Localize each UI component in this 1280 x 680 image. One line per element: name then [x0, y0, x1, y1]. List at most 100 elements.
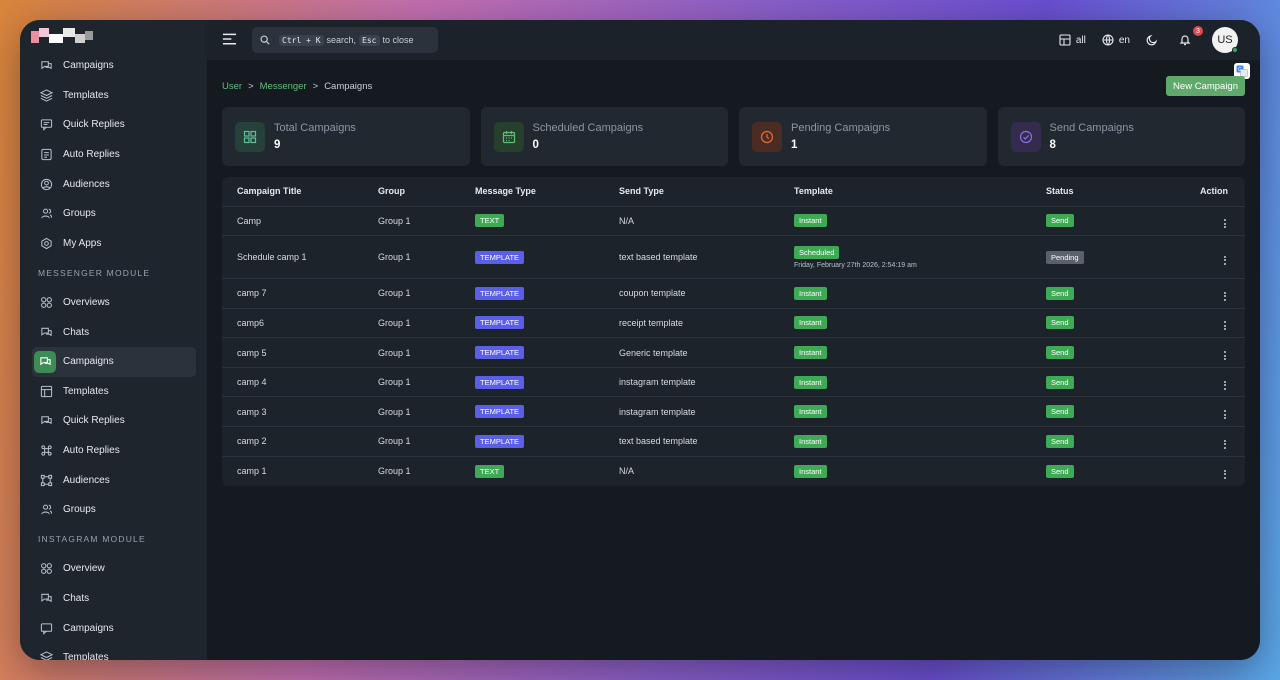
user-circle-icon: [39, 177, 53, 191]
cell-status: Pending: [1046, 235, 1166, 280]
sidebar-item-groups[interactable]: Groups: [20, 199, 196, 229]
sidebar-item-my-apps[interactable]: My Apps: [20, 229, 196, 259]
sidebar-item-chats[interactable]: Chats: [20, 584, 196, 614]
breadcrumb-user[interactable]: User: [222, 81, 243, 92]
cell-template: Instant: [794, 367, 1046, 398]
template-icon: [39, 384, 53, 398]
apps-icon: [39, 236, 53, 250]
template-badge: Instant: [794, 434, 827, 448]
cell-message-type: TEMPLATE: [475, 396, 619, 428]
template-badge: Instant: [794, 464, 827, 478]
cell-send-type: coupon template: [619, 278, 794, 309]
search-shortcut-key: Ctrl + K: [279, 34, 324, 46]
cell-status: Send: [1046, 426, 1166, 457]
breadcrumb-messenger[interactable]: Messenger: [259, 81, 307, 92]
sidebar-item-auto-replies[interactable]: Auto Replies: [20, 140, 196, 170]
cell-action: [1166, 337, 1245, 368]
more-options-icon[interactable]: [1222, 255, 1228, 265]
moon-icon: [1146, 34, 1158, 46]
cell-template: Instant: [794, 456, 1046, 486]
cell-message-type: TEMPLATE: [475, 367, 619, 398]
users-icon: [39, 503, 53, 517]
language-label: en: [1118, 34, 1130, 46]
scheduled-campaigns-card: Scheduled Campaigns 0: [480, 107, 728, 166]
menu-toggle-icon[interactable]: [222, 32, 237, 46]
table-row: camp 3 Group 1 TEMPLATE instagram templa…: [222, 396, 1245, 428]
sidebar-item-campaigns[interactable]: Campaigns: [20, 613, 196, 643]
new-campaign-button[interactable]: New Campaign: [1166, 76, 1245, 96]
main-content: Ctrl + K search, Esc to close all en: [207, 20, 1260, 660]
notifications-button[interactable]: 3: [1179, 26, 1203, 46]
more-options-icon[interactable]: [1222, 469, 1228, 479]
sidebar-item-audiences[interactable]: Audiences: [20, 169, 196, 199]
workspace-label: all: [1075, 34, 1086, 46]
layers-icon: [39, 651, 53, 660]
sidebar-item-templates[interactable]: Templates: [20, 377, 196, 407]
sidebar-item-label: Campaigns: [63, 60, 114, 72]
more-options-icon[interactable]: [1222, 351, 1228, 361]
more-options-icon[interactable]: [1222, 321, 1228, 331]
more-options-icon[interactable]: [1222, 380, 1228, 390]
sidebar-item-label: Audiences: [63, 178, 110, 190]
sidebar: Campaigns Templates Quick Replies Auto Repl…: [20, 20, 207, 660]
message-type-badge: TEMPLATE: [475, 286, 525, 300]
status-badge: Send: [1046, 464, 1074, 478]
cell-template: Instant: [794, 278, 1046, 309]
cell-group: Group 1: [378, 278, 475, 309]
workspace-switcher[interactable]: all: [1059, 34, 1086, 46]
search-icon: [260, 35, 270, 45]
sidebar-item-chats[interactable]: Chats: [20, 317, 196, 347]
sidebar-item-quick-replies[interactable]: Quick Replies: [20, 406, 196, 436]
breadcrumb-separator: >: [248, 81, 254, 92]
sidebar-item-campaigns[interactable]: Campaigns: [32, 346, 196, 377]
sidebar-item-label: Campaigns: [63, 356, 114, 368]
sidebar-item-label: Groups: [63, 504, 96, 516]
sidebar-item-quick-replies[interactable]: Quick Replies: [20, 110, 196, 140]
cell-send-type: text based template: [619, 235, 794, 280]
more-options-icon[interactable]: [1222, 291, 1228, 301]
cell-status: Send: [1046, 308, 1166, 339]
pending-campaigns-card: Pending Campaigns 1: [739, 107, 987, 166]
notification-count-badge: 3: [1193, 26, 1203, 36]
avatar-initials: US: [1217, 34, 1233, 46]
more-options-icon[interactable]: [1222, 439, 1228, 449]
cell-message-type: TEMPLATE: [475, 426, 619, 457]
cell-status: Send: [1046, 456, 1166, 486]
table-row: camp 2 Group 1 TEMPLATE text based templ…: [222, 426, 1245, 457]
calendar-icon: [493, 121, 524, 152]
more-options-icon[interactable]: [1222, 219, 1228, 229]
sidebar-item-groups[interactable]: Groups: [20, 495, 196, 525]
cell-status: Send: [1046, 278, 1166, 309]
cell-group: Group 1: [378, 235, 475, 280]
status-badge: Send: [1046, 434, 1074, 448]
sidebar-item-overview[interactable]: Overview: [20, 554, 196, 584]
sidebar-item-templates[interactable]: Templates: [20, 81, 196, 111]
sidebar-item-overviews[interactable]: Overviews: [20, 288, 196, 318]
cell-title: camp6: [222, 308, 378, 339]
sidebar-item-audiences[interactable]: Audiences: [20, 465, 196, 495]
stats-cards: Total Campaigns 9 Scheduled Campaigns 0 Pe…: [222, 107, 1245, 166]
user-avatar[interactable]: US: [1212, 27, 1238, 53]
search-bar[interactable]: Ctrl + K search, Esc to close: [252, 27, 438, 53]
table-row: camp 4 Group 1 TEMPLATE instagram templa…: [222, 367, 1245, 398]
theme-toggle[interactable]: [1146, 34, 1163, 46]
sidebar-item-label: Auto Replies: [63, 149, 120, 161]
cell-action: [1166, 278, 1245, 309]
status-badge: Send: [1046, 214, 1074, 228]
message-type-badge: TEMPLATE: [475, 375, 525, 389]
sidebar-item-label: My Apps: [63, 237, 102, 249]
cell-action: [1166, 367, 1245, 398]
sidebar-item-campaigns[interactable]: Campaigns: [20, 51, 196, 81]
template-badge: Scheduled: [794, 245, 840, 259]
sidebar-item-templates[interactable]: Templates: [20, 643, 196, 660]
cell-send-type: receipt template: [619, 308, 794, 339]
more-options-icon[interactable]: [1222, 410, 1228, 420]
language-switcher[interactable]: en: [1102, 34, 1130, 46]
sidebar-item-label: Quick Replies: [63, 415, 125, 427]
sidebar-item-label: Overviews: [63, 297, 110, 309]
cell-action: [1166, 426, 1245, 457]
table-row: camp 5 Group 1 TEMPLATE Generic template…: [222, 337, 1245, 368]
sidebar-item-auto-replies[interactable]: Auto Replies: [20, 436, 196, 466]
card-value: 0: [532, 139, 539, 151]
cell-title: camp 5: [222, 337, 378, 368]
